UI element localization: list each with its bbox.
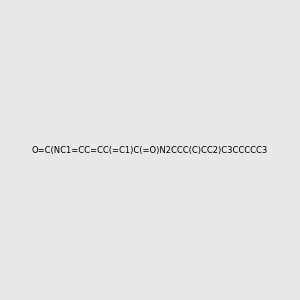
Text: O=C(NC1=CC=CC(=C1)C(=O)N2CCC(C)CC2)C3CCCCC3: O=C(NC1=CC=CC(=C1)C(=O)N2CCC(C)CC2)C3CCC…	[32, 146, 268, 154]
